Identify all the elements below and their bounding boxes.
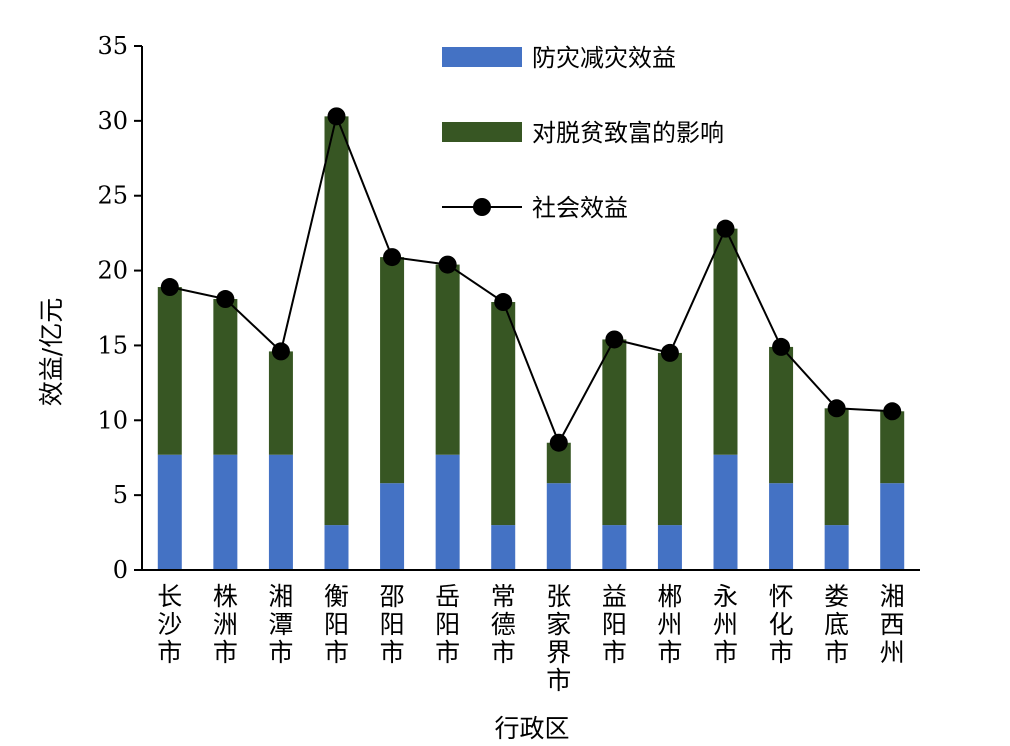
x-category-label: 湘潭市 [268,582,293,667]
bar-poverty-9 [657,352,682,526]
social-benefit-point-2 [271,342,290,361]
bar-poverty-12 [824,408,849,526]
bar-disaster-9 [657,525,682,570]
y-tick-label: 30 [97,107,128,135]
bar-disaster-2 [268,454,293,570]
bar-poverty-3 [324,116,349,526]
bar-disaster-0 [157,454,182,570]
social-benefit-point-4 [383,248,402,267]
bar-disaster-12 [824,525,849,570]
bar-poverty-0 [157,287,182,455]
social-benefit-line [169,113,893,446]
bar-disaster-6 [491,525,516,570]
x-category-label: 张家界市 [546,582,571,695]
legend-swatch-disaster [442,47,522,67]
bar-poverty-6 [491,302,516,526]
x-category-label: 长沙市 [157,582,182,667]
bar-disaster-3 [324,525,349,570]
legend-swatch-poverty [442,122,522,142]
x-category-label: 郴州市 [657,582,682,667]
bar-disaster-7 [546,483,571,570]
bar-poverty-13 [880,411,905,484]
bar-disaster-4 [380,483,405,570]
y-tick-label: 35 [97,32,128,60]
y-axis-title: 效益/亿元 [37,298,66,406]
x-category-label: 湘西州 [880,582,905,667]
x-category-label: 永州市 [713,582,738,667]
bar-poverty-4 [380,257,405,484]
social-benefit-point-0 [160,278,179,297]
y-tick-label: 5 [113,481,128,509]
y-ticks: 0 5 10 15 20 25 30 35 [97,32,142,584]
bars-layer [157,116,905,570]
bar-disaster-11 [769,483,794,570]
bar-disaster-1 [213,454,238,570]
bar-poverty-11 [769,346,794,484]
line-layer [160,107,902,452]
x-category-label: 益阳市 [602,582,627,667]
y-tick-label: 20 [97,257,128,285]
bar-poverty-1 [213,299,238,455]
social-benefit-point-12 [827,399,846,418]
legend-label-social: 社会效益 [532,194,628,222]
social-benefit-point-1 [216,290,235,309]
bar-poverty-8 [602,339,627,526]
bar-disaster-13 [880,483,905,570]
x-category-labels: 长沙市 株洲市 湘潭市 衡阳市 邵阳市 岳阳市 常德市 张家界市 益阳市 郴州市 永州市 怀化市 娄底市… [157,582,904,695]
social-benefit-point-7 [549,433,568,452]
social-benefit-point-5 [438,255,457,274]
legend-label-poverty: 对脱贫致富的影响 [532,119,724,147]
social-benefit-point-13 [883,402,902,421]
social-benefit-point-9 [660,343,679,362]
y-tick-label: 25 [97,182,128,210]
x-category-label: 常德市 [491,582,516,667]
legend-swatch-social-marker [473,198,491,216]
bar-disaster-5 [435,454,460,570]
x-axis-title: 行政区 [494,714,569,743]
social-benefit-point-6 [494,293,513,312]
x-category-label: 邵阳市 [380,582,405,667]
bar-poverty-5 [435,264,460,455]
y-tick-label: 10 [97,406,128,434]
axes-layer [141,46,920,571]
social-benefit-point-3 [327,107,346,126]
x-category-label: 衡阳市 [324,582,349,667]
social-benefit-point-10 [716,219,735,238]
bar-poverty-10 [713,228,738,455]
x-category-label: 娄底市 [824,582,849,667]
bar-poverty-2 [268,351,293,455]
bar-disaster-8 [602,525,627,570]
y-tick-label: 15 [97,331,128,359]
social-benefit-point-11 [772,337,791,356]
social-benefit-point-8 [605,330,624,349]
x-category-label: 岳阳市 [435,582,460,667]
x-category-label: 怀化市 [769,582,794,667]
y-tick-label: 0 [113,556,128,584]
bar-disaster-10 [713,454,738,570]
legend: 防灾减灾效益 对脱贫致富的影响 社会效益 [442,44,724,222]
legend-label-disaster: 防灾减灾效益 [532,44,676,72]
x-category-label: 株洲市 [213,582,238,667]
